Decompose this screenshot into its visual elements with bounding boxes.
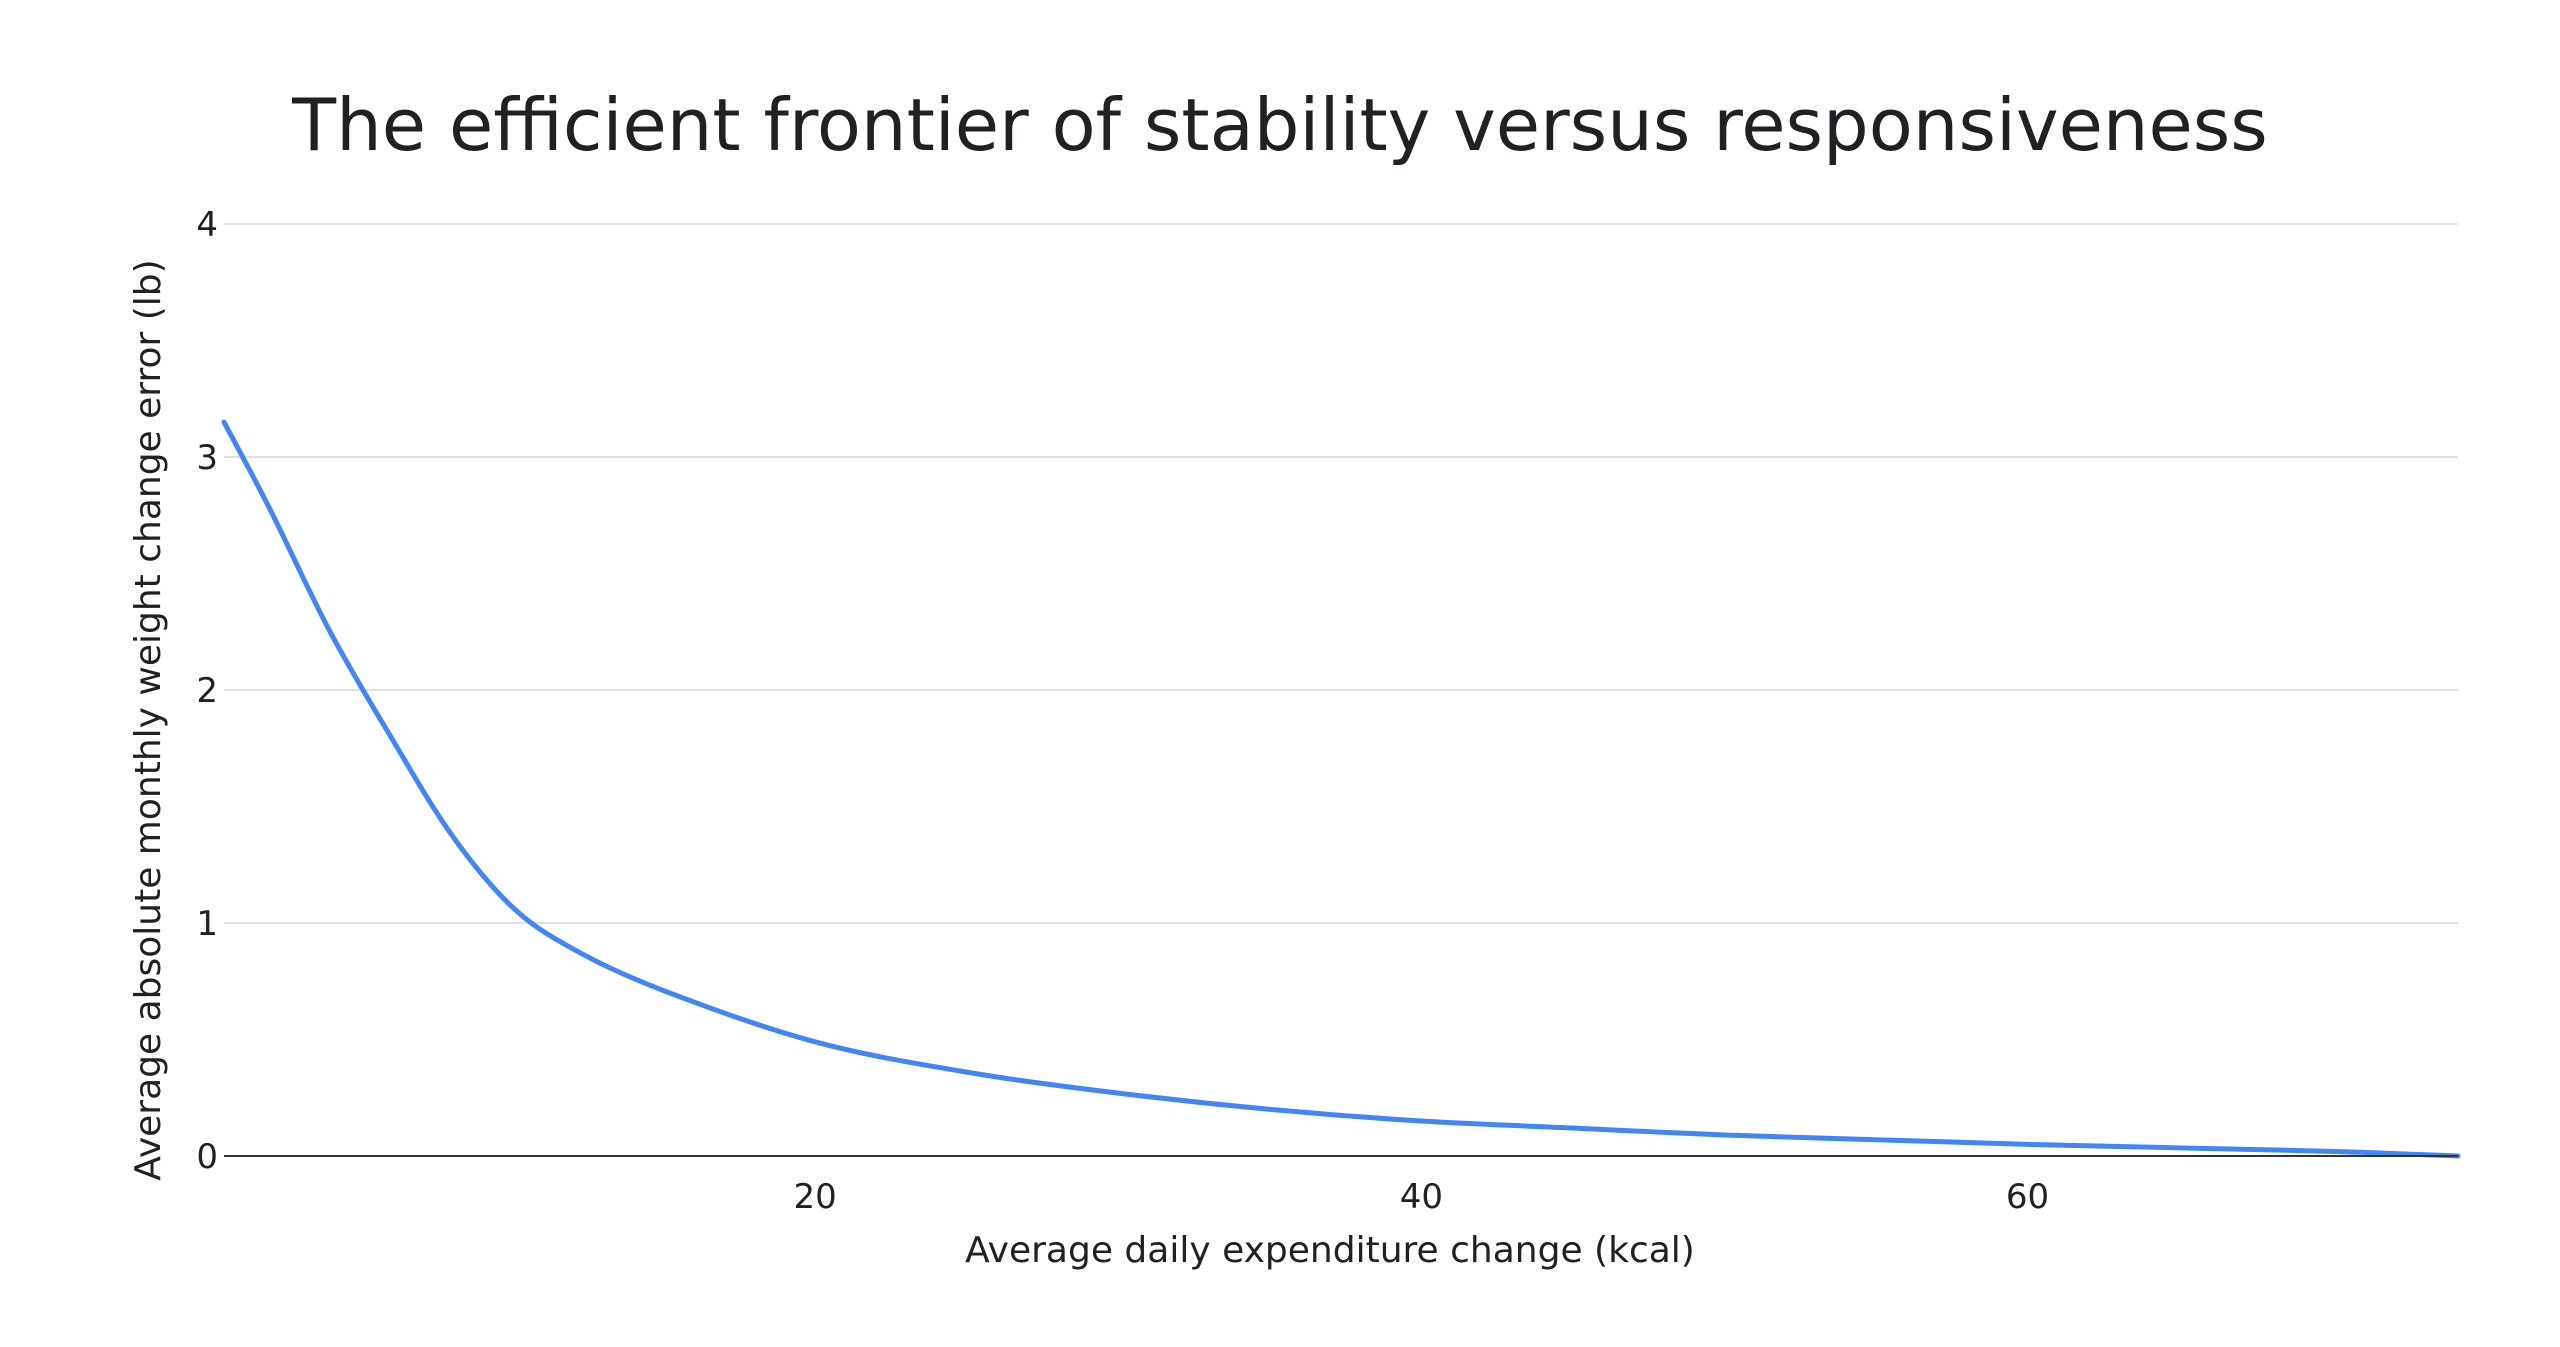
series-layer [221, 419, 2461, 1159]
y-tick-label: 2 [196, 671, 218, 711]
y-tick-label: 3 [196, 438, 218, 478]
x-tick-label: 60 [2006, 1177, 2049, 1217]
y-axis-ticks: 0 1 2 3 4 [196, 205, 218, 1177]
x-tick-label: 40 [1400, 1177, 1443, 1217]
gridlines [224, 223, 2458, 924]
chart-title: The efficient frontier of stability vers… [291, 83, 2268, 167]
series-line-0 [221, 419, 2461, 1159]
x-tick-label: 20 [793, 1177, 836, 1217]
y-tick-label: 1 [196, 904, 218, 944]
y-axis-label: Average absolute monthly weight change e… [128, 259, 169, 1180]
x-axis-ticks: 20 40 60 [793, 1177, 2049, 1217]
y-tick-label: 4 [196, 205, 218, 245]
x-axis-label: Average daily expenditure change (kcal) [965, 1230, 1695, 1271]
y-tick-label: 0 [196, 1137, 218, 1177]
